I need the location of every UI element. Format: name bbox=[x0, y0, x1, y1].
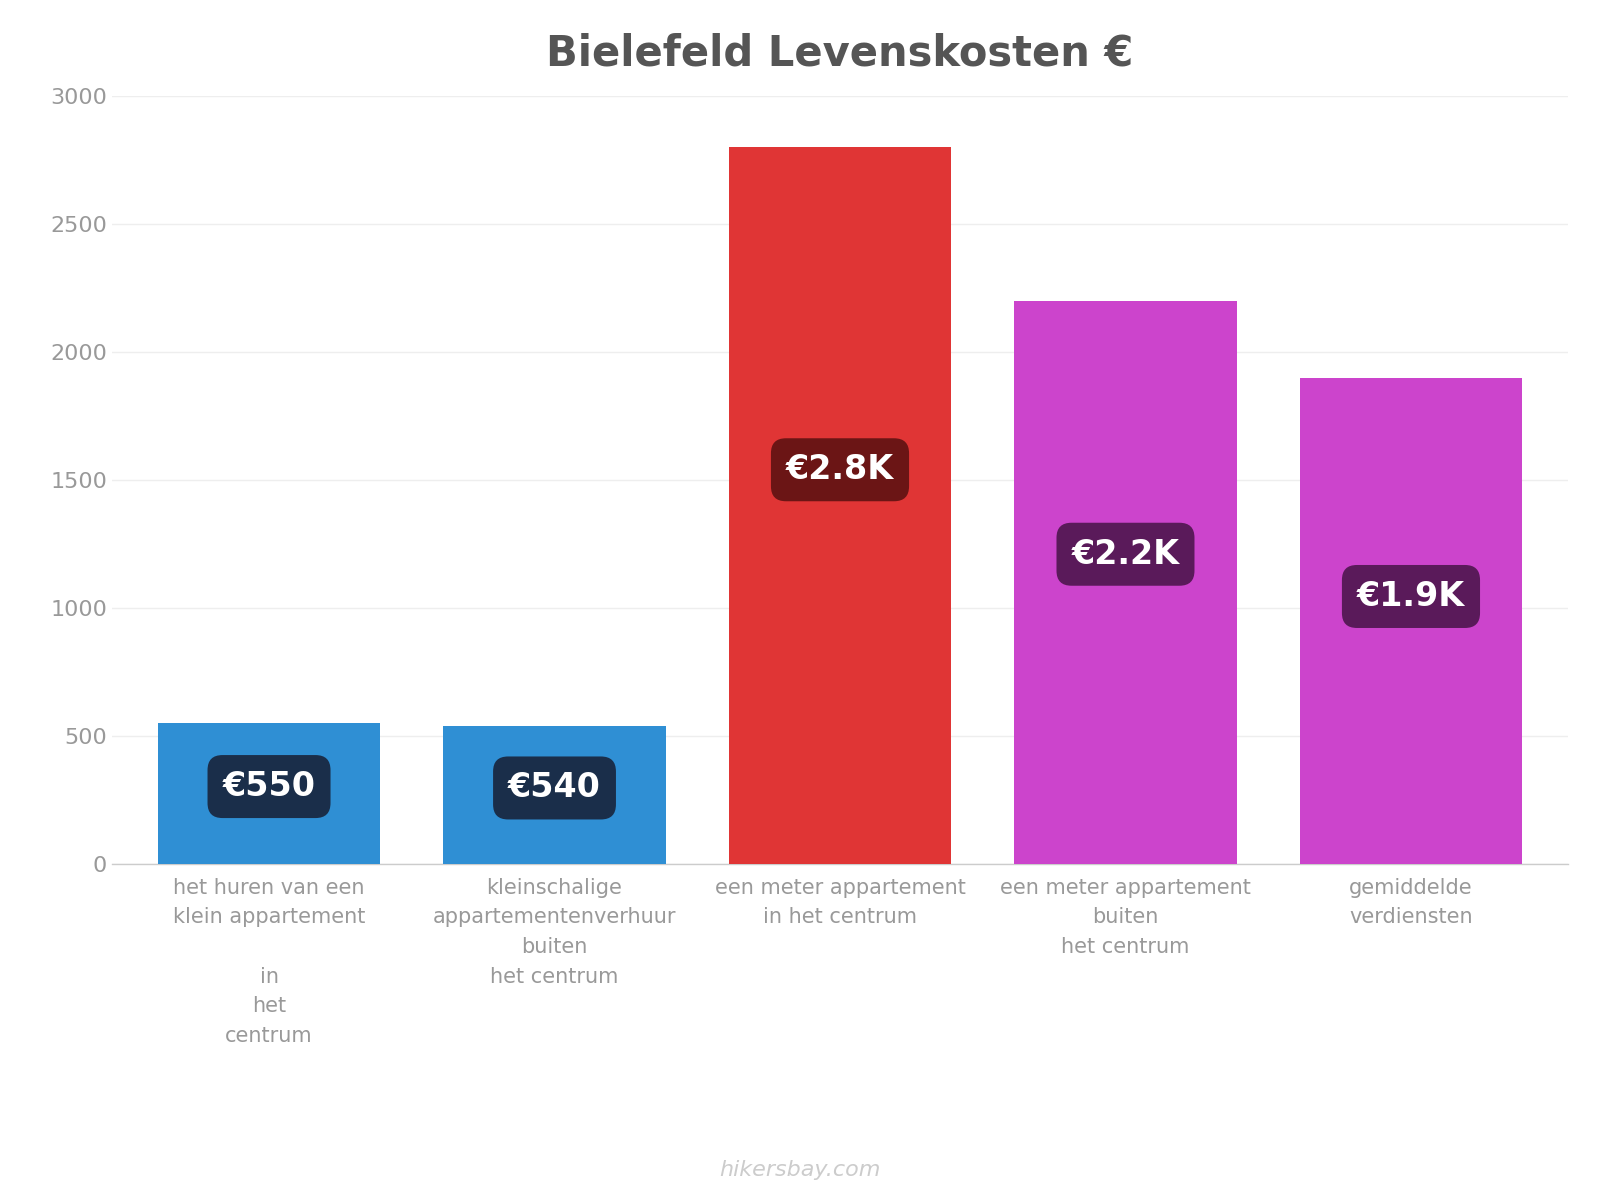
Text: €2.2K: €2.2K bbox=[1072, 538, 1179, 571]
Title: Bielefeld Levenskosten €: Bielefeld Levenskosten € bbox=[546, 32, 1134, 74]
Bar bbox=[443, 726, 666, 864]
Text: €550: €550 bbox=[222, 770, 315, 803]
Bar bbox=[1299, 378, 1522, 864]
Text: hikersbay.com: hikersbay.com bbox=[720, 1160, 880, 1180]
Bar bbox=[1014, 301, 1237, 864]
Text: €1.9K: €1.9K bbox=[1357, 580, 1466, 613]
Text: €2.8K: €2.8K bbox=[786, 454, 894, 486]
Text: €540: €540 bbox=[509, 772, 602, 804]
Bar bbox=[728, 148, 952, 864]
Bar bbox=[158, 724, 381, 864]
